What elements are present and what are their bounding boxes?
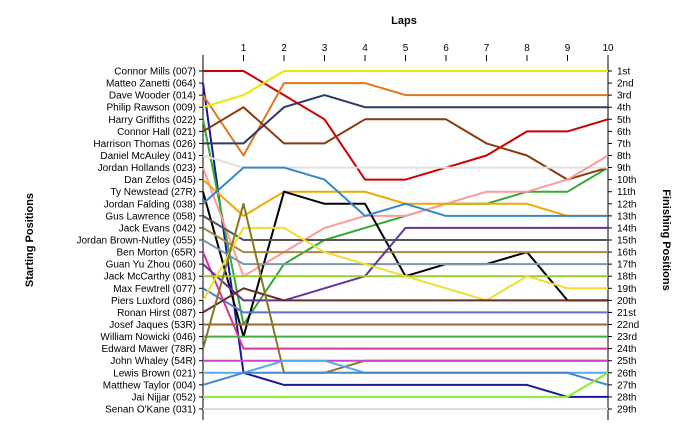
starting-driver-label: Piers Luxford (086): [111, 296, 196, 307]
finishing-position-label: 2nd: [617, 79, 634, 90]
finishing-position-label: 5th: [617, 115, 631, 126]
starting-driver-label: Ben Morton (65R): [117, 248, 196, 259]
finishing-position-label: 1st: [617, 67, 631, 78]
chart-title: Laps: [391, 15, 417, 27]
finishing-position-label: 15th: [617, 236, 636, 247]
finishing-position-label: 29th: [617, 405, 636, 416]
series-line-21: [202, 287, 608, 314]
starting-driver-label: Jordan Falding (038): [104, 199, 196, 210]
series-line-20: [202, 226, 608, 302]
starting-driver-label: Max Fewtrell (077): [113, 284, 196, 295]
finishing-position-label: 6th: [617, 127, 631, 138]
starting-driver-label: Jai Nijjar (052): [132, 392, 196, 403]
starting-positions-axis-label: Starting Positions: [24, 193, 36, 287]
lap-tick-label: 10: [602, 43, 614, 54]
finishing-position-label: 12th: [617, 199, 636, 210]
starting-driver-label: Harry Griffiths (022): [108, 115, 196, 126]
series-line-8: [202, 154, 608, 169]
finishing-position-label: 26th: [617, 368, 636, 379]
starting-driver-label: Dave Wooder (014): [109, 91, 196, 102]
finishing-position-label: 3rd: [617, 91, 631, 102]
starting-driver-label: Daniel McAuley (041): [100, 151, 196, 162]
starting-driver-label: Philip Rawson (009): [107, 103, 197, 114]
finishing-position-label: 24th: [617, 344, 636, 355]
series-line-2: [202, 82, 608, 398]
starting-driver-label: Jordan Brown-Nutley (055): [77, 236, 197, 247]
starting-driver-label: Ty Newstead (27R): [110, 187, 196, 198]
finishing-position-label: 19th: [617, 284, 636, 295]
series-line-15: [202, 239, 608, 266]
starting-driver-label: John Whaley (54R): [110, 356, 196, 367]
finishing-position-label: 7th: [617, 139, 631, 150]
starting-driver-label: William Nowicki (046): [100, 332, 196, 343]
starting-driver-label: Jack McCarthy (081): [104, 272, 196, 283]
series-line-6: [202, 106, 609, 181]
series-line-12: [202, 166, 608, 217]
finishing-position-label: 13th: [617, 211, 636, 222]
starting-driver-label: Senan O'Kane (031): [105, 405, 196, 416]
series-line-14: [202, 227, 608, 254]
starting-driver-label: Dan Zelos (045): [124, 175, 196, 186]
lap-tick-label: 4: [362, 43, 368, 54]
starting-driver-label: Lewis Brown (021): [113, 368, 196, 379]
lap-tick-label: 7: [484, 43, 490, 54]
finishing-position-label: 27th: [617, 380, 636, 391]
starting-driver-label: Jordan Hollands (023): [98, 163, 196, 174]
starting-driver-label: Guan Yu Zhou (060): [106, 260, 196, 271]
starting-driver-label: Gus Lawrence (058): [105, 211, 196, 222]
lap-axis: 1 2 3 4 5 6 7 8 9 10: [241, 43, 614, 61]
finishing-position-label: 9th: [617, 163, 631, 174]
finishing-positions-list: 1st2nd3rd4th5th6th7th8th9th10th11th12th1…: [608, 67, 639, 416]
series-line-4: [202, 70, 608, 109]
lap-tick-label: 1: [241, 43, 247, 54]
lap-tick-label: 6: [443, 43, 449, 54]
starting-driver-label: Matthew Taylor (004): [103, 380, 196, 391]
finishing-position-label: 21st: [617, 308, 636, 319]
series-line-16: [202, 251, 608, 350]
starting-driver-label: Ronan Hirst (087): [117, 308, 196, 319]
series-line-1: [203, 70, 609, 181]
series-line-26: [203, 359, 608, 374]
finishing-position-label: 11th: [617, 187, 636, 198]
series-line-17: [202, 226, 608, 302]
finishing-position-label: 23rd: [617, 332, 637, 343]
lap-tick-label: 5: [403, 43, 409, 54]
finishing-position-label: 18th: [617, 272, 636, 283]
starting-driver-label: Edward Mawer (78R): [102, 344, 196, 355]
series-lines: [202, 70, 609, 410]
starting-driver-label: Harrison Thomas (026): [93, 139, 196, 150]
finishing-position-label: 20th: [617, 296, 636, 307]
starting-driver-label: Jack Evans (042): [119, 223, 196, 234]
finishing-position-label: 25th: [617, 356, 636, 367]
lap-tick-label: 3: [322, 43, 328, 54]
series-line-9: [202, 154, 609, 278]
starting-driver-label: Josef Jaques (53R): [109, 320, 196, 331]
lap-tick-label: 8: [524, 43, 530, 54]
lap-tick-label: 2: [281, 43, 287, 54]
plot-frame: [202, 55, 609, 420]
starting-driver-label: Connor Hall (021): [117, 127, 196, 138]
starting-positions-list: Connor Mills (007)Matteo Zanetti (064)Da…: [77, 67, 203, 416]
series-line-13: [202, 215, 608, 241]
finishing-position-label: 10th: [617, 175, 636, 186]
finishing-positions-axis-label: Finishing Positions: [660, 189, 672, 290]
finishing-position-label: 16th: [617, 248, 636, 259]
finishing-position-label: 17th: [617, 260, 636, 271]
starting-driver-label: Connor Mills (007): [114, 67, 196, 78]
starting-driver-label: Matteo Zanetti (064): [106, 79, 196, 90]
finishing-position-label: 4th: [617, 103, 631, 114]
series-line-3: [202, 82, 608, 157]
series-line-28: [203, 371, 609, 398]
series-line-27: [202, 371, 609, 386]
series-line-7: [203, 94, 608, 145]
finishing-position-label: 14th: [617, 223, 636, 234]
finishing-position-label: 8th: [617, 151, 631, 162]
finishing-position-label: 28th: [617, 392, 636, 403]
finishing-position-label: 22nd: [617, 320, 639, 331]
lap-tick-label: 9: [565, 43, 571, 54]
